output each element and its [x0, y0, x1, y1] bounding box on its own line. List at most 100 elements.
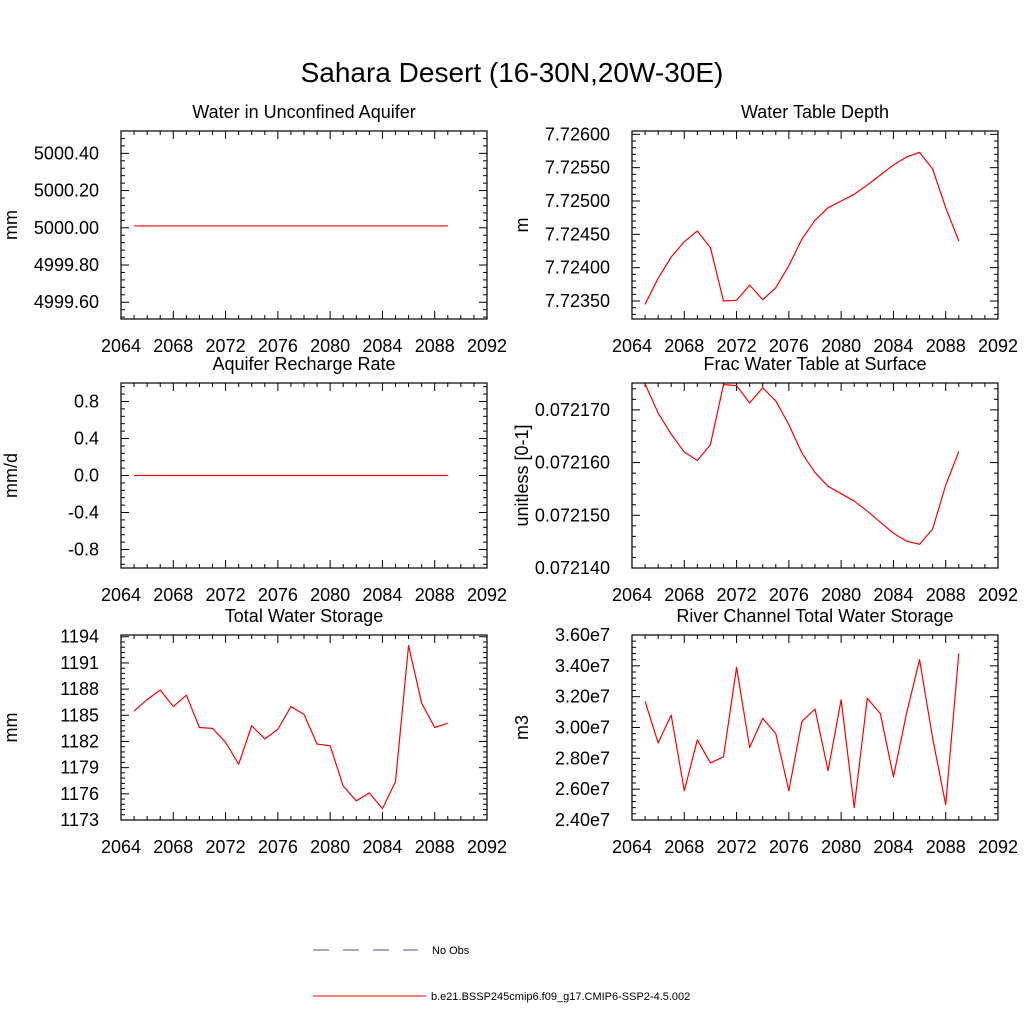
plot-frame	[631, 382, 999, 569]
x-tick-label: 2072	[206, 837, 246, 857]
x-tick-label: 2080	[821, 585, 861, 605]
x-tick-label: 2084	[362, 336, 402, 356]
x-tick-label: 2084	[873, 336, 913, 356]
x-tick-label: 2064	[612, 336, 652, 356]
x-tick-label: 2064	[612, 837, 652, 857]
y-tick-label: 3.20e7	[555, 687, 610, 707]
y-tick-label: 1191	[60, 653, 99, 673]
y-tick-label: 5000.00	[34, 218, 99, 238]
y-axis-label: unitless [0-1]	[512, 424, 532, 526]
x-tick-label: 2084	[873, 837, 913, 857]
y-tick-label: 0.072140	[535, 558, 610, 578]
panel-title: Total Water Storage	[225, 606, 383, 626]
x-tick-label: 2088	[926, 336, 966, 356]
panel-4: Frac Water Table at Surface unitless [0-1…	[512, 354, 1018, 605]
x-tick-label: 2068	[664, 585, 704, 605]
panel-title: River Channel Total Water Storage	[676, 606, 953, 626]
y-tick-label: 2.40e7	[555, 810, 610, 830]
x-tick-label: 2080	[821, 837, 861, 857]
y-tick-label: 3.00e7	[555, 718, 610, 738]
x-tick-label: 2088	[926, 837, 966, 857]
y-tick-label: -0.8	[68, 540, 99, 560]
legend-label: b.e21.BSSP245cmip6.f09_g17.CMIP6-SSP2-4.…	[431, 991, 690, 1003]
x-tick-label: 2088	[415, 585, 455, 605]
x-tick-label: 2076	[769, 585, 809, 605]
x-tick-label: 2064	[101, 837, 141, 857]
x-tick-label: 2072	[717, 336, 757, 356]
panel-1: Water in Unconfined Aquifer mm 2064 2068 207…	[1, 102, 507, 356]
y-tick-label: 1173	[60, 810, 99, 830]
y-tick-label: 7.72450	[545, 224, 610, 244]
series-line	[133, 644, 448, 810]
y-tick-label: 1185	[60, 705, 99, 725]
y-tick-label: 1179	[60, 758, 99, 778]
y-axis-label: mm/d	[1, 453, 21, 498]
x-tick-label: 2072	[717, 837, 757, 857]
y-tick-label: 7.72500	[545, 191, 610, 211]
x-tick-label: 2084	[362, 837, 402, 857]
x-tick-label: 2084	[362, 585, 402, 605]
x-tick-label: 2088	[415, 336, 455, 356]
x-tick-label: 2068	[153, 585, 193, 605]
x-tick-label: 2068	[153, 837, 193, 857]
y-tick-label: 4999.60	[34, 292, 99, 312]
y-tick-label: 7.72550	[545, 158, 610, 178]
y-tick-label: 0.072160	[535, 453, 610, 473]
x-tick-label: 2080	[310, 837, 350, 857]
y-axis-label: m	[512, 218, 532, 233]
x-tick-label: 2080	[821, 336, 861, 356]
y-tick-label: 1194	[60, 627, 99, 647]
y-tick-label: 3.40e7	[555, 656, 610, 676]
y-tick-label: 7.72400	[545, 258, 610, 278]
legend: No Obs b.e21.BSSP245cmip6.f09_g17.CMIP6-S…	[313, 945, 690, 1003]
series-line	[644, 151, 960, 305]
x-tick-label: 2076	[769, 336, 809, 356]
y-tick-label: -0.4	[68, 503, 99, 523]
figure-title: Sahara Desert (16-30N,20W-30E)	[301, 57, 724, 88]
panel-3: Aquifer Recharge Rate mm/d 2064 2068 2072 207…	[1, 354, 507, 605]
plot-frame	[120, 130, 488, 320]
y-tick-label: 1188	[60, 679, 99, 699]
y-tick-label: 0.072170	[535, 400, 610, 420]
y-tick-label: 0.8	[74, 392, 99, 412]
y-tick-label: 1182	[60, 731, 99, 751]
x-tick-label: 2092	[978, 585, 1018, 605]
x-tick-label: 2092	[978, 336, 1018, 356]
x-tick-label: 2064	[612, 585, 652, 605]
x-tick-label: 2080	[310, 336, 350, 356]
panel-title: Aquifer Recharge Rate	[212, 354, 395, 374]
y-tick-label: 0.4	[74, 429, 99, 449]
y-tick-label: 5000.20	[34, 181, 99, 201]
panel-title: Frac Water Table at Surface	[703, 354, 926, 374]
x-tick-label: 2092	[467, 585, 507, 605]
x-tick-label: 2072	[206, 336, 246, 356]
x-tick-label: 2080	[310, 585, 350, 605]
x-tick-label: 2068	[664, 837, 704, 857]
y-tick-label: 0.072150	[535, 505, 610, 525]
x-tick-label: 2084	[873, 585, 913, 605]
plot-frame	[631, 130, 999, 320]
panels: Water in Unconfined Aquifer mm 2064 2068 207…	[1, 102, 1018, 857]
y-tick-label: 4999.80	[34, 255, 99, 275]
panel-5: Total Water Storage mm 2064 2068 2072 2076 208…	[1, 606, 507, 857]
y-tick-label: 3.60e7	[555, 625, 610, 645]
y-axis-label: m3	[512, 715, 532, 740]
x-tick-label: 2064	[101, 585, 141, 605]
panel-2: Water Table Depth m 2064 2068 2072 2076 2080 20…	[512, 102, 1018, 356]
x-tick-label: 2068	[153, 336, 193, 356]
x-tick-label: 2076	[258, 837, 298, 857]
y-axis-label: mm	[1, 713, 21, 743]
y-tick-label: 1176	[60, 784, 99, 804]
legend-item: No Obs	[313, 945, 470, 957]
x-tick-label: 2092	[467, 336, 507, 356]
x-tick-label: 2088	[926, 585, 966, 605]
y-tick-label: 2.80e7	[555, 748, 610, 768]
x-tick-label: 2068	[664, 336, 704, 356]
y-axis-label: mm	[1, 210, 21, 240]
x-tick-label: 2072	[717, 585, 757, 605]
y-tick-label: 5000.40	[34, 143, 99, 163]
plot-frame	[120, 634, 488, 821]
y-tick-label: 7.72600	[545, 124, 610, 144]
